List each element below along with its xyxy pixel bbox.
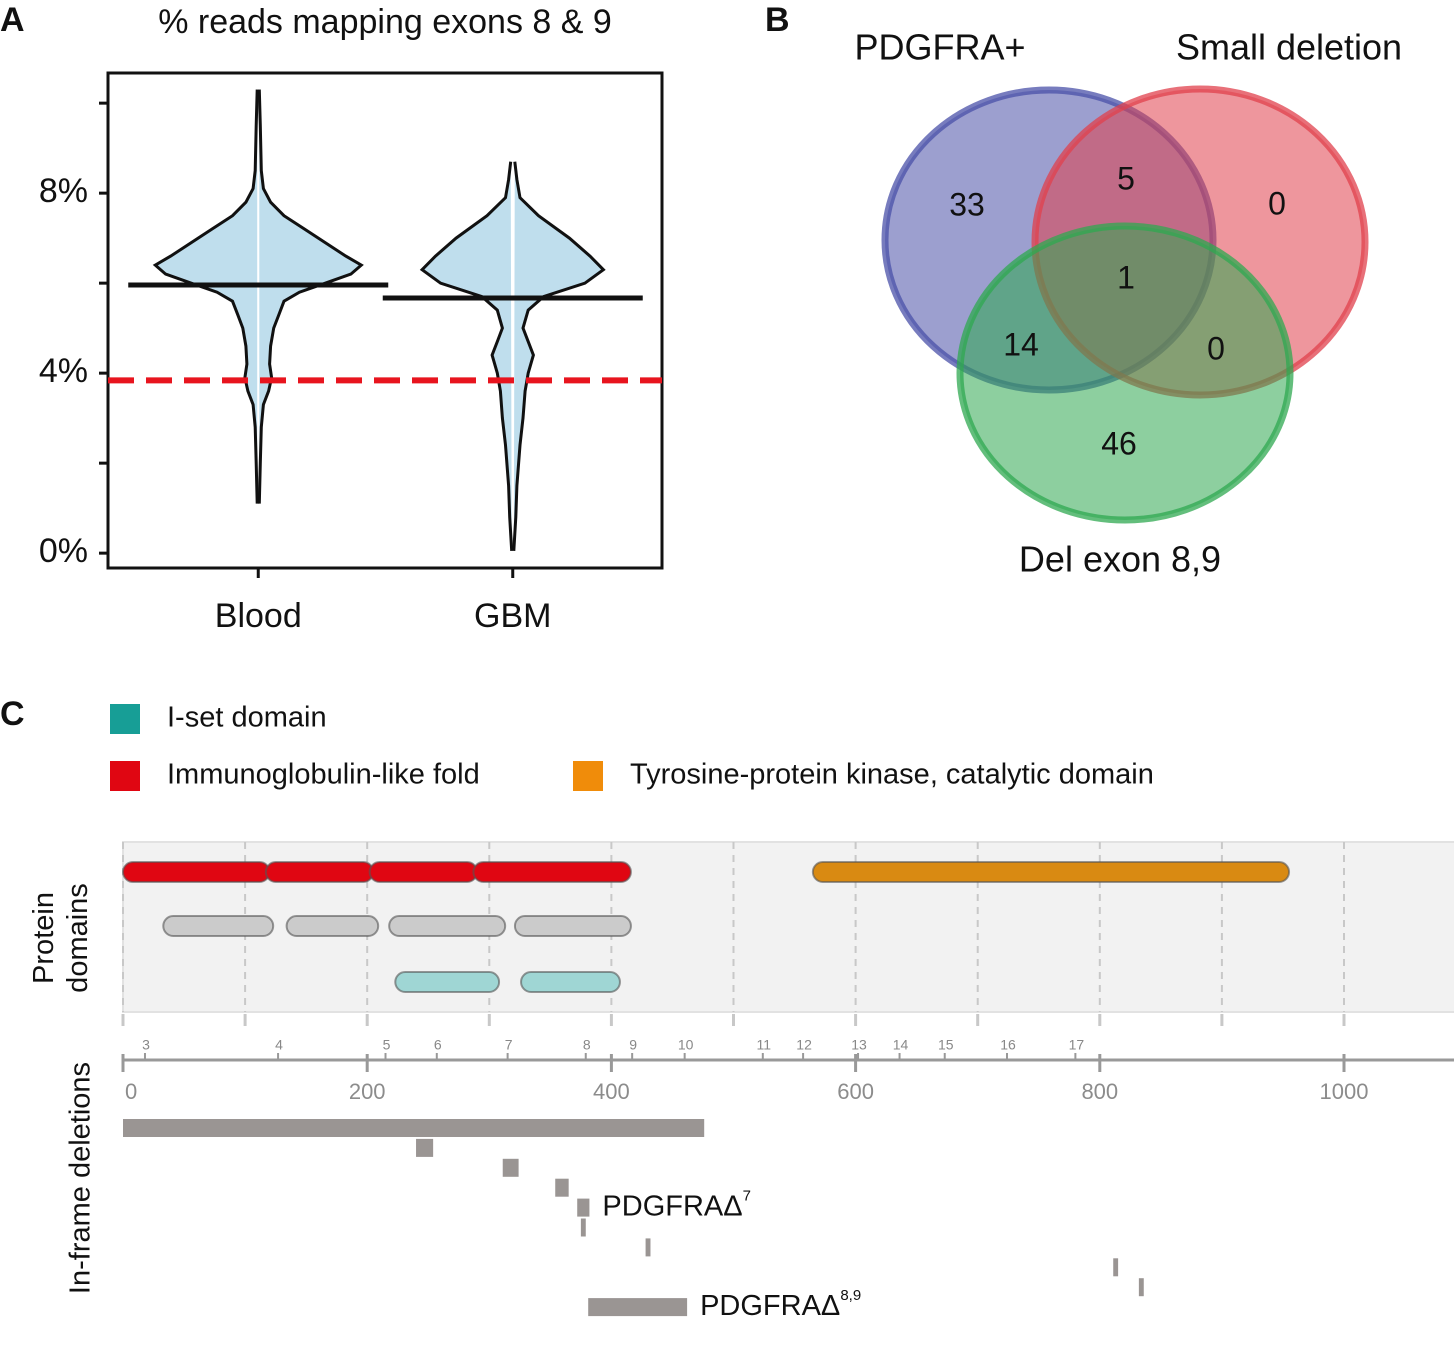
y-tick-label: 4% <box>39 352 88 390</box>
region-count: 46 <box>1101 425 1137 461</box>
exon-label: 13 <box>851 1037 867 1053</box>
exon-label: 6 <box>434 1037 442 1053</box>
deletion <box>645 1238 651 1257</box>
exon-label: 14 <box>893 1037 909 1053</box>
set-label: Small deletion <box>1176 27 1402 68</box>
venn-circle <box>956 222 1294 524</box>
region-count: 14 <box>1003 326 1039 362</box>
exon-label: 4 <box>275 1037 283 1053</box>
y-tick-label: 8% <box>39 172 88 210</box>
deletion-label: PDGFRAΔ7 <box>602 1188 751 1223</box>
panel-label: B <box>765 1 790 39</box>
x-tick-label: 400 <box>593 1079 630 1104</box>
domain <box>811 861 1291 883</box>
exon-label: 12 <box>796 1037 812 1053</box>
exon-label: 10 <box>678 1037 694 1053</box>
x-tick-label: GBM <box>474 597 551 635</box>
set-label: Del exon 8,9 <box>1019 539 1221 580</box>
deletion <box>1138 1278 1144 1297</box>
legend-swatch <box>110 704 140 734</box>
legend-swatch <box>110 761 140 791</box>
track-label: Proteindomains <box>28 883 94 993</box>
venn-circles <box>881 85 1369 524</box>
track-label-line: domains <box>62 883 94 993</box>
domain <box>285 915 380 937</box>
deletion <box>555 1178 569 1197</box>
deletion <box>502 1158 519 1177</box>
exon-label: 5 <box>383 1037 391 1053</box>
exon-label: 17 <box>1069 1037 1085 1053</box>
domain <box>388 915 507 937</box>
violin-half <box>513 161 604 551</box>
region-count: 1 <box>1117 259 1135 295</box>
violin-outline <box>512 161 606 551</box>
exon-label: 16 <box>1000 1037 1016 1053</box>
deletion <box>123 1119 705 1137</box>
exon-label: 9 <box>629 1037 637 1053</box>
track-label: In-frame deletions <box>65 1062 97 1294</box>
deletion <box>577 1198 590 1217</box>
deletion-label-text: PDGFRAΔ <box>602 1190 742 1222</box>
deletion-label-text: PDGFRAΔ <box>700 1290 840 1322</box>
panel-label: C <box>0 695 25 733</box>
region-count: 33 <box>949 186 985 222</box>
deletion <box>580 1218 586 1237</box>
legend-label: I-set domain <box>167 702 327 734</box>
x-tick-label: 600 <box>837 1079 874 1104</box>
violin-outline <box>257 89 364 504</box>
legend-label: Tyrosine-protein kinase, catalytic domai… <box>630 759 1154 791</box>
legend-label: Immunoglobulin-like fold <box>167 759 480 791</box>
legend-swatch <box>573 761 603 791</box>
violin-outline <box>152 89 259 504</box>
domain <box>122 861 271 883</box>
domain <box>162 915 275 937</box>
x-tick-label: 800 <box>1081 1079 1118 1104</box>
domain <box>394 971 501 993</box>
region-count: 0 <box>1268 185 1286 221</box>
exon-label: 3 <box>142 1037 150 1053</box>
violin-half <box>155 89 258 504</box>
deletion <box>1113 1258 1119 1277</box>
exon-label: 8 <box>583 1037 591 1053</box>
deletion-label-sup: 7 <box>743 1188 751 1205</box>
panel-label: A <box>0 1 25 39</box>
domain <box>513 915 632 937</box>
region-count: 0 <box>1207 330 1225 366</box>
exon-label: 15 <box>938 1037 954 1053</box>
domain <box>264 861 375 883</box>
region-count: 5 <box>1117 160 1135 196</box>
exon-label: 7 <box>505 1037 513 1053</box>
violin-outline <box>419 161 514 551</box>
deletion <box>416 1138 434 1157</box>
y-tick-label: 0% <box>39 532 88 570</box>
track-label-line: Protein <box>28 892 60 984</box>
chart-title: % reads mapping exons 8 & 9 <box>158 3 612 41</box>
deletion-label: PDGFRAΔ8,9 <box>700 1287 861 1322</box>
domain <box>520 971 621 993</box>
plot-frame <box>106 71 664 570</box>
x-tick-label: Blood <box>215 597 302 635</box>
set-label: PDGFRA+ <box>854 27 1025 68</box>
violin-half <box>422 161 512 551</box>
x-tick-label: 0 <box>125 1079 137 1104</box>
x-tick-label: 1000 <box>1320 1079 1369 1104</box>
x-tick-label: 200 <box>349 1079 386 1104</box>
deletion-label-sup: 8,9 <box>840 1287 861 1304</box>
deletion <box>588 1298 688 1317</box>
exon-label: 11 <box>757 1037 772 1053</box>
domain <box>368 861 479 883</box>
violin-half <box>259 89 362 504</box>
domain <box>472 861 632 883</box>
